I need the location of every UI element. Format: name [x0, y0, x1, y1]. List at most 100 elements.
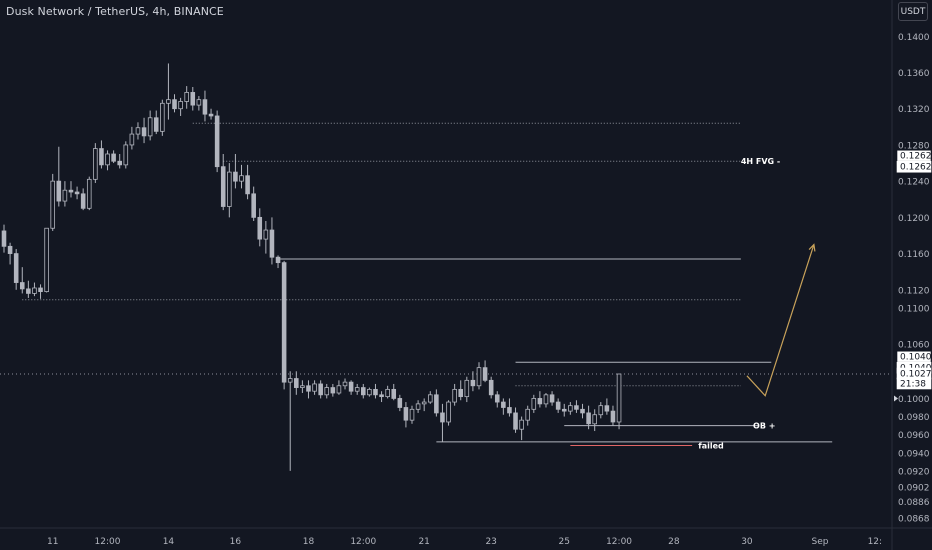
- candle-body: [214, 115, 220, 168]
- candle-body: [427, 394, 433, 403]
- y-tick-label: 0.0940: [898, 449, 930, 459]
- candle-body: [196, 99, 202, 106]
- candle-body: [44, 227, 49, 293]
- price-label-box: [896, 377, 932, 390]
- candle-body: [68, 189, 74, 193]
- candle-body: [208, 113, 214, 117]
- price-label: 0.1027: [900, 369, 932, 379]
- candle-body: [397, 398, 403, 408]
- y-tick-label: 0.1000: [898, 395, 930, 405]
- candle-body: [62, 189, 68, 202]
- candle-body: [220, 166, 226, 207]
- candle-body: [348, 381, 354, 392]
- x-tick-label: 12:00: [606, 537, 632, 547]
- candle-body: [7, 245, 13, 254]
- x-tick-label: 12:00: [95, 537, 121, 547]
- candle-body: [513, 412, 518, 430]
- candle-body: [80, 193, 86, 209]
- price-label: 0.1262: [900, 163, 932, 173]
- candle-body: [391, 388, 397, 399]
- candle-body: [257, 216, 263, 240]
- candle-body: [251, 193, 256, 218]
- candle-body: [123, 144, 129, 166]
- price-label: 0.1262: [900, 152, 932, 162]
- y-tick-label: 0.1240: [898, 178, 930, 188]
- candle-body: [561, 408, 567, 412]
- candle-body: [421, 401, 427, 405]
- candle-body: [38, 287, 43, 293]
- candle-body: [604, 405, 610, 412]
- x-tick-label: 25: [559, 537, 570, 547]
- candle-body: [409, 408, 415, 421]
- candle-body: [568, 405, 573, 412]
- y-tick-label: 0.1100: [898, 304, 930, 314]
- candle-body: [446, 401, 451, 423]
- candle-body: [373, 388, 378, 396]
- candle-body: [227, 171, 232, 207]
- candle-body: [178, 101, 183, 110]
- candle-body: [135, 127, 141, 135]
- candle-body: [318, 383, 323, 396]
- currency-button[interactable]: USDT: [898, 2, 928, 21]
- candle-body: [592, 414, 597, 425]
- candle-body: [294, 378, 299, 388]
- y-tick-label: 0.1060: [898, 341, 930, 351]
- symbol-title: Dusk Network / TetherUS, 4h, BINANCE: [6, 5, 224, 18]
- candle-body: [488, 379, 494, 396]
- candle-body: [342, 381, 348, 387]
- candle-body: [50, 180, 56, 229]
- candle-body: [172, 99, 177, 110]
- projection-path: [746, 244, 815, 397]
- y-tick-label: 0.1200: [898, 214, 930, 224]
- candle-body: [519, 419, 524, 430]
- candle-body: [367, 388, 372, 396]
- candle-body: [324, 387, 330, 396]
- candle-body: [269, 229, 275, 258]
- y-tick-label: 0.0886: [898, 498, 930, 508]
- candle-body: [476, 367, 482, 387]
- y-tick-label: 0.0980: [898, 413, 930, 423]
- candle-body: [153, 117, 159, 132]
- candle-body: [147, 117, 153, 137]
- candle-body: [501, 401, 506, 408]
- candle-body: [86, 178, 92, 209]
- y-tick-label: 0.0902: [898, 484, 930, 494]
- price-label: 0.1040: [900, 353, 932, 363]
- x-tick-label: 28: [668, 537, 680, 547]
- candle-body: [586, 412, 591, 425]
- candle-body: [531, 398, 537, 410]
- candle-body: [160, 102, 165, 132]
- y-tick-label: 0.0920: [898, 467, 930, 477]
- price-label: 21:38: [900, 379, 926, 389]
- y-tick-label: 0.1160: [898, 250, 930, 260]
- x-tick-label: Sep: [812, 537, 829, 547]
- candle-body: [555, 401, 561, 410]
- candle-body: [312, 383, 317, 392]
- candle-body: [330, 387, 336, 394]
- x-tick-label: 14: [163, 537, 175, 547]
- candle-body: [458, 388, 464, 398]
- candle-body: [190, 92, 196, 106]
- candle-body: [379, 394, 384, 398]
- y-tick-label: 0.0868: [898, 514, 930, 524]
- candle-body: [129, 133, 135, 146]
- candle-body: [141, 127, 147, 137]
- candle-body: [1, 230, 7, 247]
- price-label-box: [896, 160, 932, 173]
- x-tick-label: 21: [418, 537, 429, 547]
- candle-body: [166, 99, 171, 104]
- x-tick-label: 18: [303, 537, 315, 547]
- candle-body: [117, 160, 122, 166]
- candle-body: [32, 287, 37, 294]
- candle-body: [99, 148, 104, 166]
- candle-body: [470, 379, 476, 387]
- candle-body: [26, 288, 31, 294]
- candle-body: [354, 387, 360, 392]
- axis-marker-icon: [894, 395, 898, 402]
- candle-body: [574, 405, 579, 410]
- candle-body: [281, 262, 287, 383]
- y-tick-label: 0.1120: [898, 286, 930, 296]
- x-tick-label: 11: [47, 537, 58, 547]
